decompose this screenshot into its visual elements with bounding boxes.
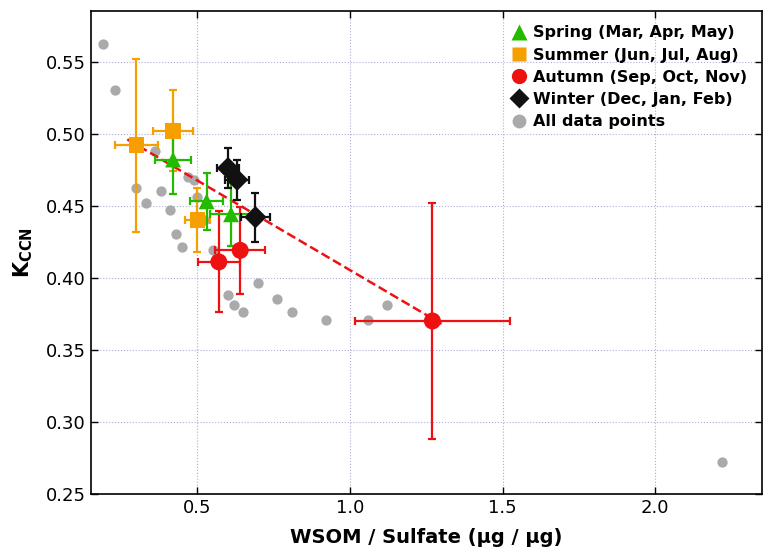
Point — [362, 315, 374, 324]
X-axis label: WSOM / Sulfate (μg / μg): WSOM / Sulfate (μg / μg) — [290, 528, 563, 547]
Point — [380, 301, 393, 310]
Point — [225, 210, 237, 219]
Y-axis label: $\mathregular{K_{CCN}}$: $\mathregular{K_{CCN}}$ — [11, 227, 35, 278]
Point — [167, 126, 179, 135]
Point — [213, 259, 225, 268]
Point — [182, 172, 195, 181]
Point — [191, 193, 203, 201]
Point — [200, 197, 213, 206]
Point — [426, 316, 438, 325]
Point — [155, 187, 167, 196]
Point — [319, 315, 332, 324]
Point — [249, 213, 261, 222]
Point — [167, 155, 179, 164]
Point — [206, 246, 219, 255]
Point — [170, 230, 182, 239]
Point — [131, 184, 143, 193]
Point — [164, 205, 176, 214]
Point — [97, 40, 109, 49]
Point — [148, 146, 161, 155]
Point — [131, 141, 143, 150]
Point — [716, 458, 728, 466]
Point — [252, 279, 264, 288]
Point — [222, 163, 234, 172]
Point — [189, 175, 201, 184]
Point — [271, 295, 283, 304]
Point — [234, 246, 247, 255]
Point — [237, 308, 250, 317]
Point — [231, 175, 243, 184]
Point — [222, 291, 234, 300]
Legend: Spring (Mar, Apr, May), Summer (Jun, Jul, Aug), Autumn (Sep, Oct, Nov), Winter (: Spring (Mar, Apr, May), Summer (Jun, Jul… — [506, 19, 754, 136]
Point — [228, 301, 240, 310]
Point — [191, 215, 203, 224]
Point — [286, 308, 298, 317]
Point — [109, 86, 121, 95]
Point — [213, 257, 225, 266]
Point — [176, 243, 189, 252]
Point — [139, 198, 152, 207]
Point — [197, 215, 209, 224]
